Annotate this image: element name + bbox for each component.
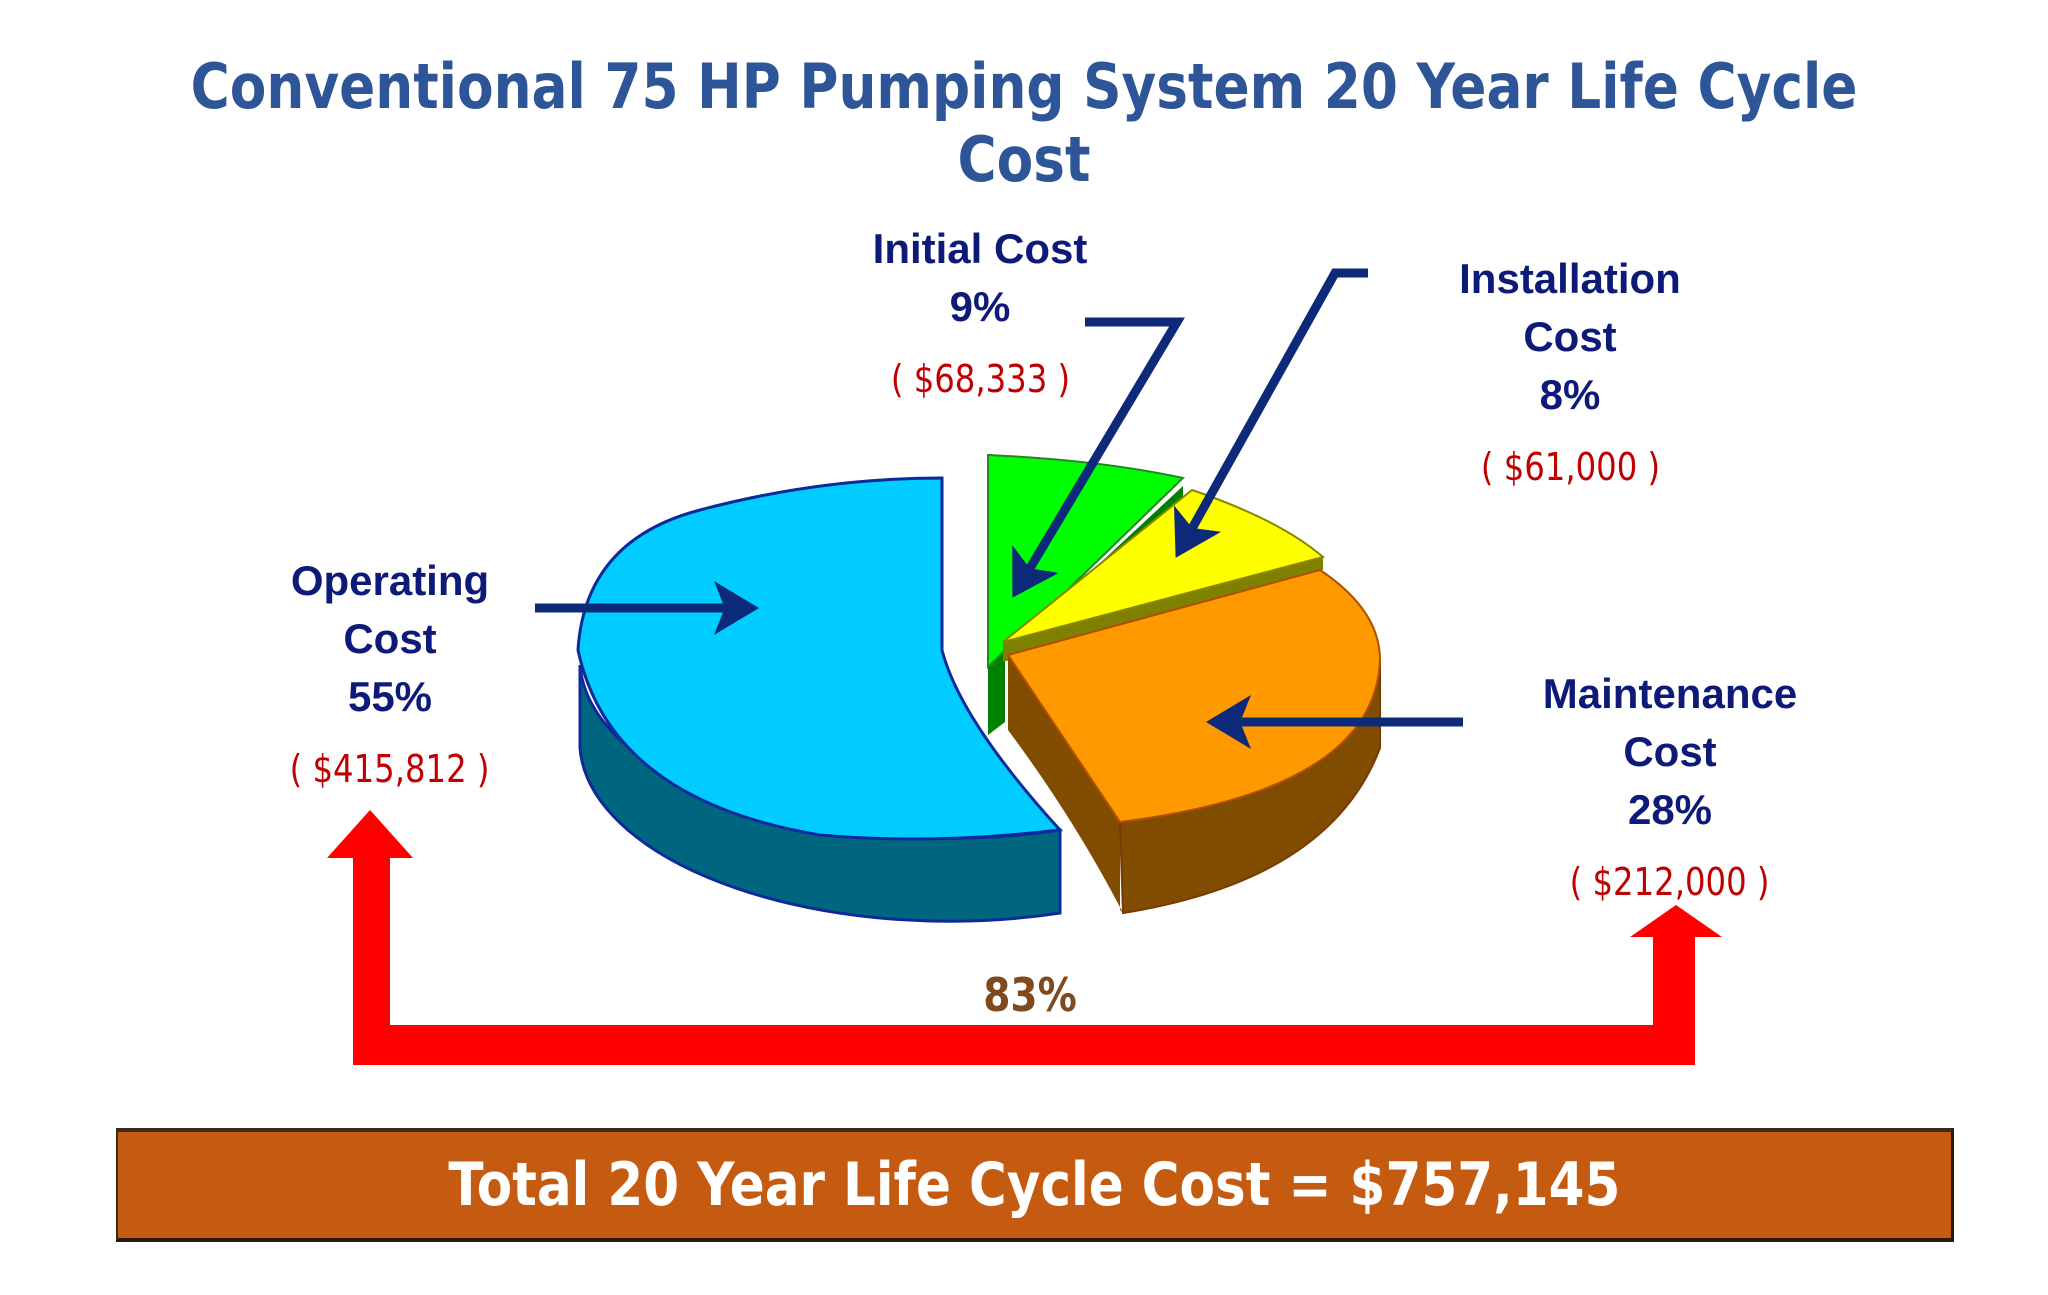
label-maintenance: Maintenance Cost 28% ( $212,000 ) [1500,665,1840,911]
label-operating: Operating Cost 55% ( $415,812 ) [240,552,540,798]
label-installation: Installation Cost 8% ( $61,000 ) [1420,250,1720,496]
arrow-initial-icon [1012,317,1185,598]
combined-percentage: 83% [983,968,1077,1022]
total-cost-text: Total 20 Year Life Cycle Cost = $757,145 [448,1150,1621,1220]
chart-title: Conventional 75 HP Pumping System 20 Yea… [190,50,1858,196]
amount-maintenance: ( $212,000 ) [1570,860,1770,904]
amount-installation: ( $61,000 ) [1480,445,1660,489]
label-initial: Initial Cost 9% ( $68,333 ) [830,220,1130,408]
total-cost-banner: Total 20 Year Life Cycle Cost = $757,145 [116,1128,1954,1242]
arrow-installation-icon [1174,268,1368,558]
combined-bracket-arrow-icon [327,810,1722,1065]
amount-initial: ( $68,333 ) [890,357,1070,401]
slice-maintenance [1006,568,1382,915]
callout-arrows [535,268,1463,749]
slice-operating [576,476,1064,923]
amount-operating: ( $415,812 ) [290,747,490,791]
